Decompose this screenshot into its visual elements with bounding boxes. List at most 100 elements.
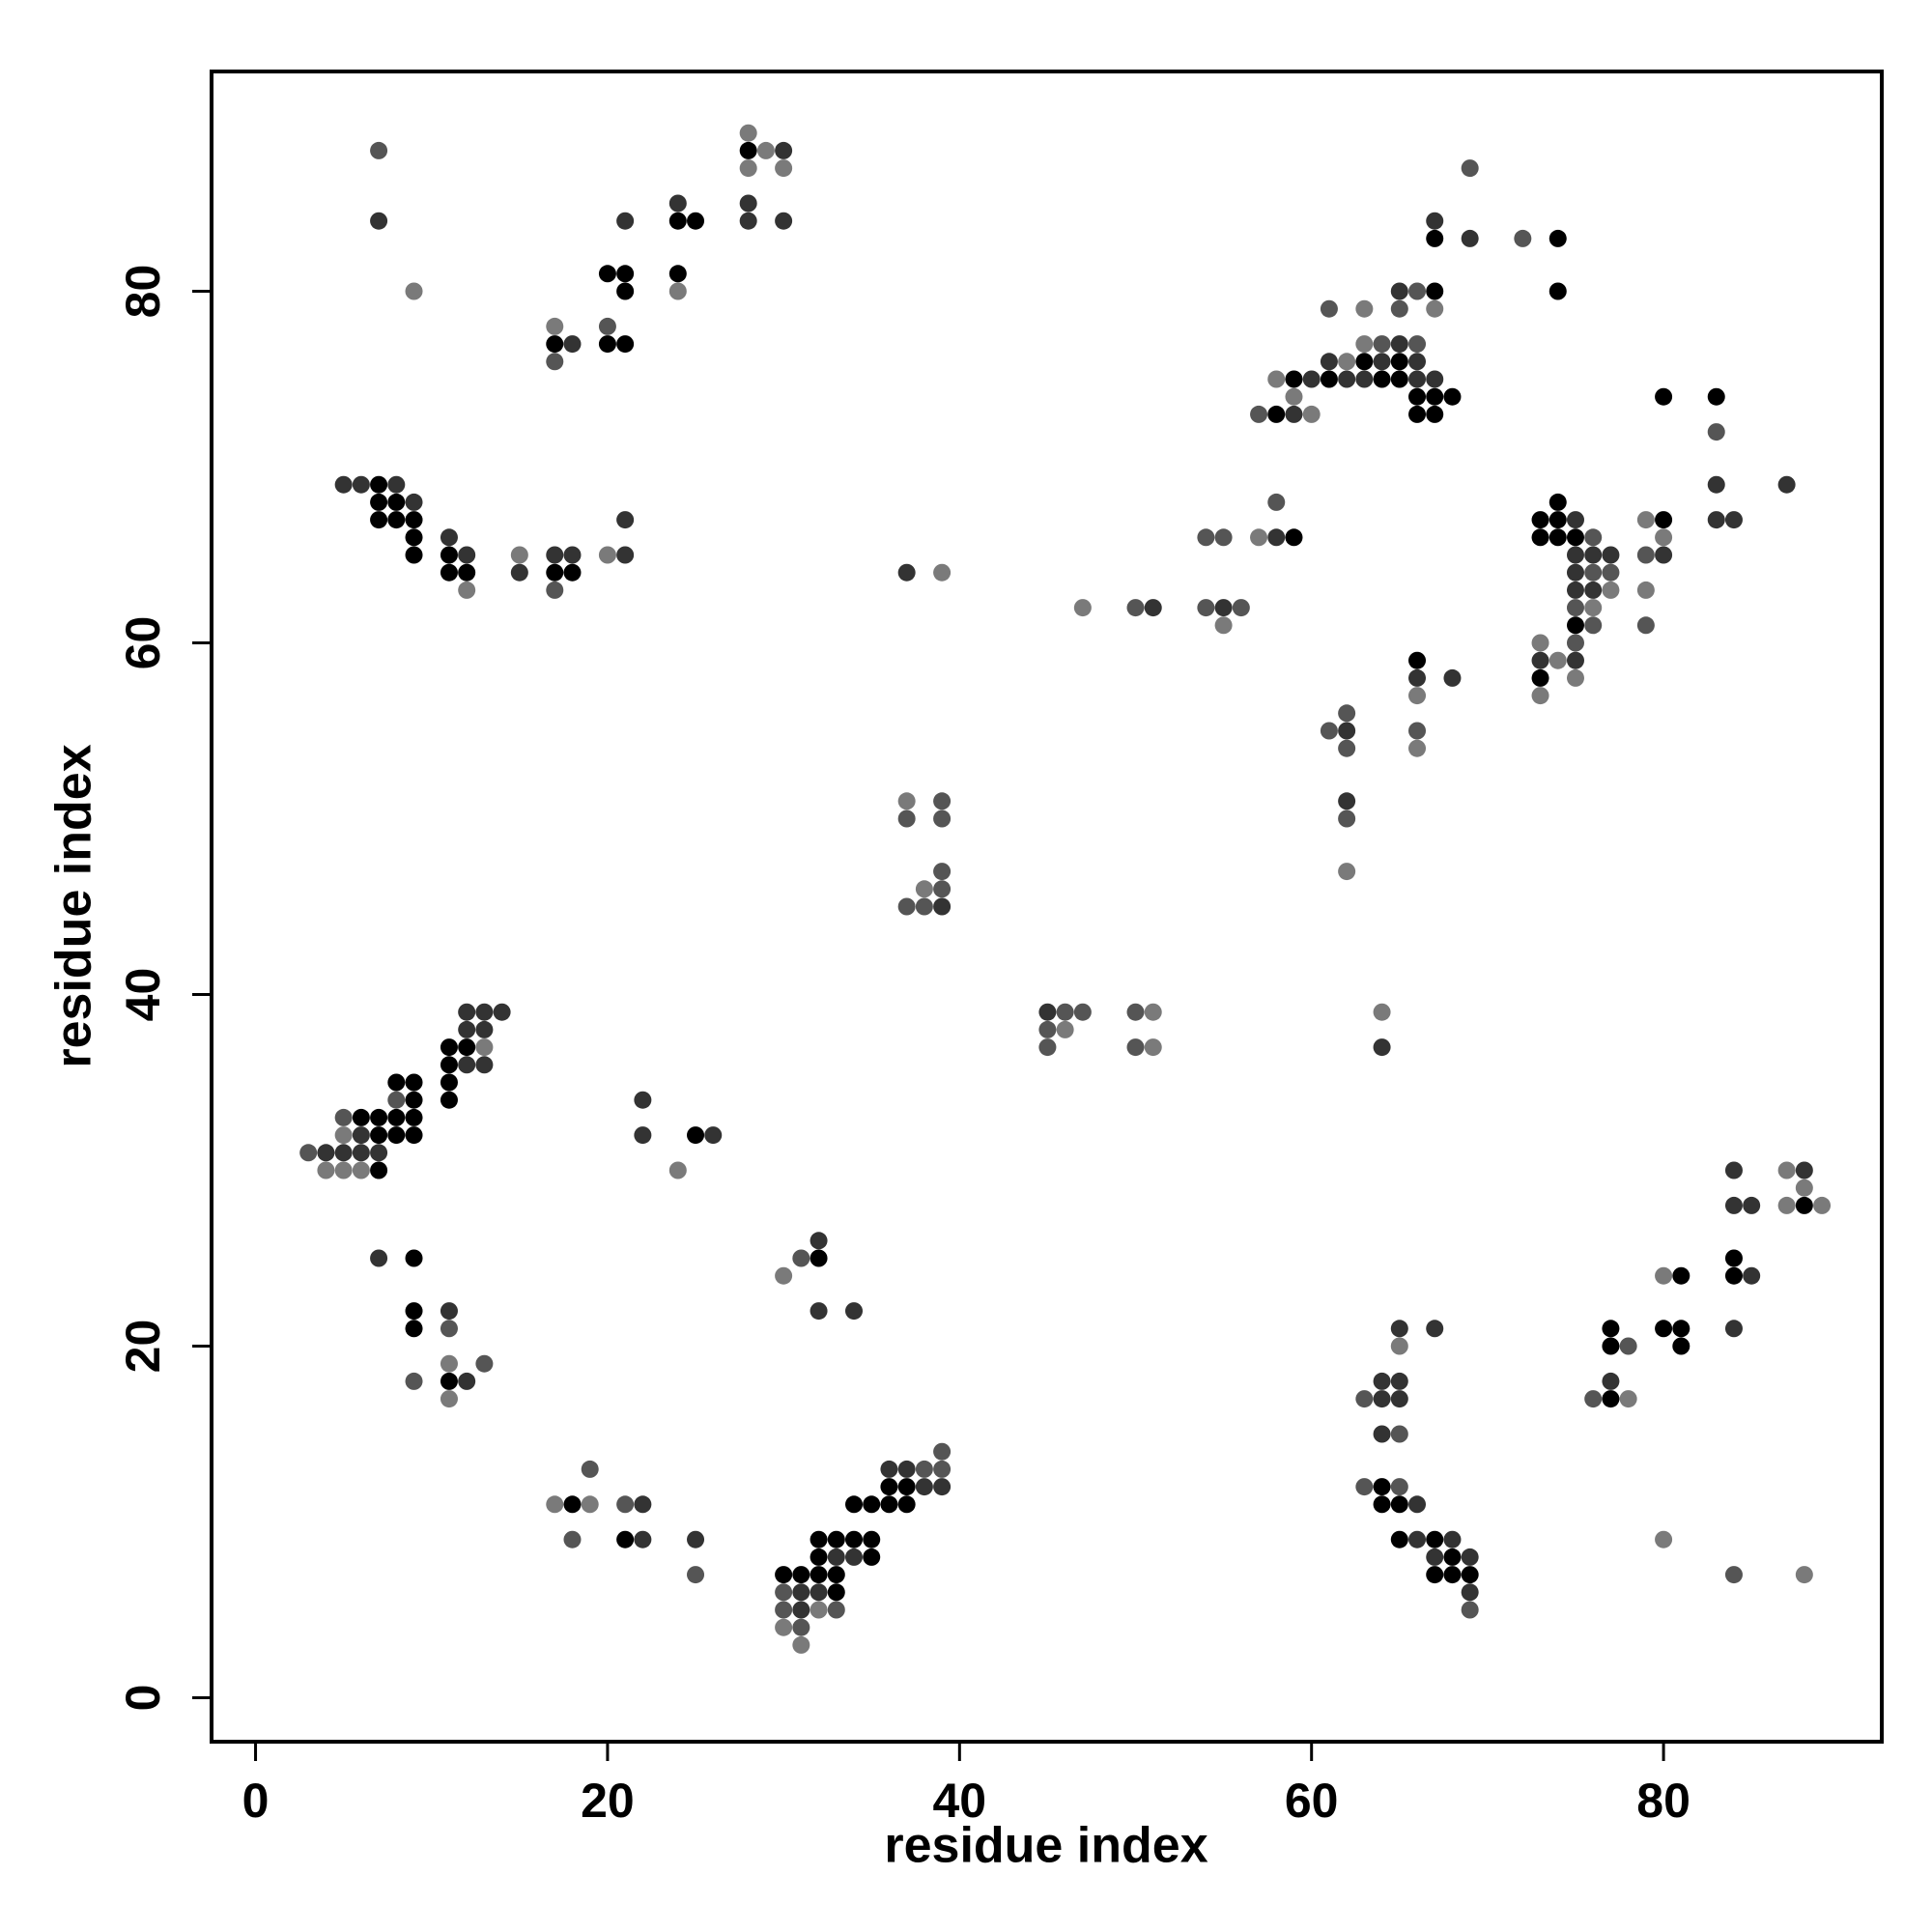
point xyxy=(1390,1478,1408,1496)
point xyxy=(897,810,916,828)
point xyxy=(668,212,687,230)
point xyxy=(668,194,687,213)
point xyxy=(1602,1320,1620,1338)
point xyxy=(863,1530,881,1548)
point xyxy=(880,1460,898,1478)
point xyxy=(897,1478,916,1496)
point xyxy=(1531,651,1549,669)
point xyxy=(1338,863,1356,881)
point xyxy=(317,1144,335,1162)
point xyxy=(1443,1530,1462,1548)
point xyxy=(1636,511,1655,529)
point xyxy=(1302,405,1321,423)
point xyxy=(1724,1196,1743,1214)
point xyxy=(370,212,388,230)
point xyxy=(581,1495,599,1514)
point xyxy=(1426,370,1444,388)
point xyxy=(897,1495,916,1514)
point xyxy=(739,141,757,159)
point xyxy=(810,1302,828,1321)
point xyxy=(1214,599,1233,617)
point xyxy=(1566,581,1584,599)
point xyxy=(1777,475,1796,494)
point xyxy=(387,475,406,494)
point xyxy=(1390,299,1408,318)
point xyxy=(1338,810,1356,828)
point xyxy=(440,1320,458,1338)
point xyxy=(1285,370,1303,388)
point xyxy=(598,335,616,354)
point xyxy=(405,1320,423,1338)
point xyxy=(845,1495,863,1514)
point xyxy=(1338,722,1356,740)
point xyxy=(1056,1020,1074,1038)
point xyxy=(1531,528,1549,547)
point xyxy=(827,1566,845,1584)
point xyxy=(1250,405,1268,423)
point xyxy=(1232,599,1250,617)
point xyxy=(1338,704,1356,723)
point xyxy=(933,863,952,881)
point xyxy=(546,335,564,354)
point xyxy=(1373,1495,1391,1514)
point xyxy=(1144,1038,1162,1057)
point xyxy=(1672,1337,1690,1355)
point xyxy=(1408,668,1427,687)
point xyxy=(581,1460,599,1478)
point xyxy=(1338,739,1356,757)
point xyxy=(1073,1003,1092,1021)
point xyxy=(1707,511,1725,529)
point xyxy=(810,1232,828,1250)
point xyxy=(1655,1266,1673,1285)
point xyxy=(616,1495,635,1514)
point xyxy=(458,546,476,564)
point xyxy=(1584,599,1603,617)
point xyxy=(1408,651,1427,669)
point xyxy=(915,1478,933,1496)
point xyxy=(387,511,406,529)
point xyxy=(1426,405,1444,423)
point xyxy=(440,1091,458,1109)
point xyxy=(1672,1320,1690,1338)
x-tick-label: 40 xyxy=(933,1774,987,1828)
point xyxy=(1267,493,1286,511)
point xyxy=(370,141,388,159)
point xyxy=(405,1126,423,1145)
point xyxy=(775,212,793,230)
point xyxy=(933,1478,952,1496)
point xyxy=(563,546,582,564)
point xyxy=(598,546,616,564)
point xyxy=(933,810,952,828)
point xyxy=(475,1020,494,1038)
y-tick-label: 40 xyxy=(116,968,170,1022)
point xyxy=(1584,1390,1603,1408)
point xyxy=(616,511,635,529)
point xyxy=(1636,581,1655,599)
point xyxy=(405,282,423,300)
point xyxy=(668,265,687,283)
point xyxy=(1724,1566,1743,1584)
point xyxy=(1777,1196,1796,1214)
point xyxy=(1548,528,1567,547)
point xyxy=(1707,423,1725,441)
point xyxy=(1408,282,1427,300)
point xyxy=(1548,229,1567,247)
point xyxy=(1426,387,1444,406)
point xyxy=(827,1530,845,1548)
point xyxy=(792,1601,810,1619)
point xyxy=(334,1126,353,1145)
point xyxy=(1724,1320,1743,1338)
point xyxy=(1443,1566,1462,1584)
plot-frame xyxy=(210,70,1884,1744)
point xyxy=(1602,581,1620,599)
point xyxy=(405,1108,423,1126)
point xyxy=(405,1249,423,1267)
point xyxy=(704,1126,723,1145)
point xyxy=(1426,282,1444,300)
point xyxy=(1267,528,1286,547)
point xyxy=(1672,1266,1690,1285)
point xyxy=(668,1161,687,1179)
point xyxy=(1566,634,1584,652)
point xyxy=(915,880,933,898)
point xyxy=(1566,668,1584,687)
